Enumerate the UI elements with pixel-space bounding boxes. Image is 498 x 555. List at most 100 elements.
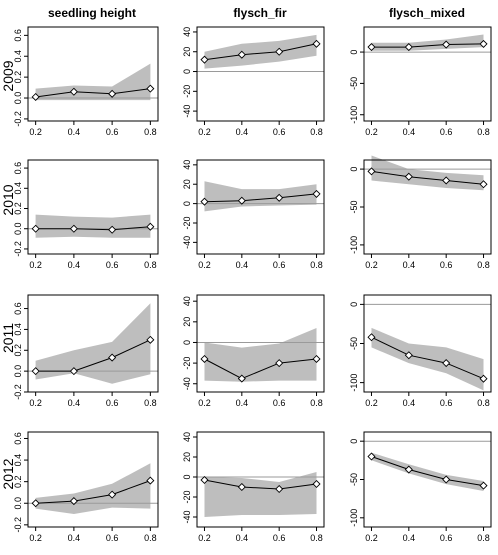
y-tick-label: 0 bbox=[182, 69, 192, 74]
y-tick-label: -100 bbox=[349, 236, 359, 254]
y-tick-label: -50 bbox=[349, 77, 359, 90]
column-title-1: seedling height bbox=[48, 6, 136, 20]
data-point bbox=[312, 39, 321, 48]
y-tick-label: 0.4 bbox=[13, 323, 23, 336]
x-tick-label: 0.2 bbox=[198, 398, 211, 408]
confidence-band bbox=[204, 472, 317, 517]
y-tick-label: 0.6 bbox=[13, 162, 23, 175]
data-point bbox=[275, 47, 284, 56]
panel-2009-flysch-fir: 0.2 0.4 0.6 0.8 -40 -20 0 20 40 bbox=[182, 26, 325, 137]
y-tick-label: 0 bbox=[349, 50, 359, 55]
data-point bbox=[442, 40, 451, 49]
x-tick-label: 0.2 bbox=[29, 533, 42, 543]
data-point bbox=[200, 475, 209, 485]
plot-frame bbox=[27, 431, 159, 528]
y-tick-label: -40 bbox=[182, 510, 192, 523]
plot-frame bbox=[196, 431, 325, 528]
data-point bbox=[146, 335, 155, 344]
x-tick-label: 0.4 bbox=[403, 533, 416, 543]
plot-frame bbox=[196, 159, 325, 255]
y-tick-label: 0 bbox=[349, 302, 359, 307]
data-point bbox=[108, 225, 117, 234]
y-tick-label: 0.2 bbox=[13, 475, 23, 488]
y-tick-label: -40 bbox=[182, 236, 192, 249]
panel-2011-flysch-fir: 0.2 0.4 0.6 0.8 -40 -20 0 20 40 bbox=[182, 294, 325, 408]
data-point bbox=[367, 452, 376, 461]
y-tick-label: -40 bbox=[182, 377, 192, 390]
panel-2012-flysch-fir: 0.2 0.4 0.6 0.8 -40 -20 0 20 40 bbox=[182, 431, 325, 543]
panel-grid: 0.2 0.4 0.6 0.8 -0.2 0.0 0.2 0.4 0.6 0.2 0.4 0.6 0.8… bbox=[13, 26, 492, 543]
data-point bbox=[275, 359, 284, 368]
y-tick-label: 0.6 bbox=[13, 432, 23, 445]
data-point bbox=[237, 374, 246, 383]
y-tick-label: -50 bbox=[349, 337, 359, 350]
y-tick-label: 0 bbox=[182, 340, 192, 345]
x-tick-label: 0.8 bbox=[144, 398, 157, 408]
series-line bbox=[35, 88, 151, 98]
y-tick-label: -100 bbox=[349, 106, 359, 124]
column-title-2: flysch_fir bbox=[233, 6, 287, 20]
x-tick-label: 0.2 bbox=[198, 127, 211, 137]
y-tick-label: -0.2 bbox=[13, 517, 23, 533]
x-tick-label: 0.6 bbox=[106, 260, 119, 270]
series-line bbox=[35, 226, 151, 231]
x-tick-label: 0.2 bbox=[29, 260, 42, 270]
series-line bbox=[204, 479, 317, 490]
data-point bbox=[479, 39, 488, 48]
panel-2009-seedling-height: 0.2 0.4 0.6 0.8 -0.2 0.0 0.2 0.4 0.6 bbox=[13, 26, 159, 137]
data-point bbox=[404, 351, 413, 360]
data-point bbox=[69, 367, 78, 376]
data-point bbox=[31, 367, 40, 376]
x-tick-label: 0.8 bbox=[477, 260, 490, 270]
confidence-band bbox=[371, 452, 484, 491]
data-point bbox=[108, 89, 117, 98]
x-tick-label: 0.6 bbox=[273, 260, 286, 270]
x-tick-label: 0.4 bbox=[68, 533, 81, 543]
x-tick-label: 0.4 bbox=[68, 398, 81, 408]
data-point bbox=[312, 189, 321, 198]
x-tick-label: 0.8 bbox=[310, 533, 323, 543]
x-tick-label: 0.2 bbox=[198, 533, 211, 543]
y-tick-label: -0.2 bbox=[13, 241, 23, 257]
data-point bbox=[404, 43, 413, 52]
y-tick-label: -20 bbox=[182, 85, 192, 98]
x-tick-label: 0.4 bbox=[236, 260, 249, 270]
data-point bbox=[237, 50, 246, 59]
x-tick-label: 0.8 bbox=[477, 398, 490, 408]
x-tick-label: 0.8 bbox=[310, 398, 323, 408]
x-tick-label: 0.6 bbox=[440, 127, 453, 137]
data-point bbox=[200, 55, 209, 64]
confidence-band bbox=[35, 214, 151, 238]
y-tick-label: -50 bbox=[349, 473, 359, 486]
panel-2010-flysch-fir: 0.2 0.4 0.6 0.8 -40 -20 0 20 40 bbox=[182, 159, 325, 270]
x-tick-label: 0.2 bbox=[198, 260, 211, 270]
panel-2012-flysch-mixed: 0.2 0.4 0.6 0.8 -100 -50 0 bbox=[349, 431, 492, 543]
x-tick-label: 0.4 bbox=[403, 127, 416, 137]
data-point bbox=[200, 354, 209, 364]
y-tick-label: 0.2 bbox=[13, 202, 23, 215]
x-tick-label: 0.6 bbox=[440, 398, 453, 408]
data-point bbox=[312, 354, 321, 364]
y-tick-label: -100 bbox=[349, 374, 359, 392]
x-tick-label: 0.6 bbox=[440, 533, 453, 543]
data-point bbox=[108, 490, 117, 499]
y-tick-label: -0.2 bbox=[13, 111, 23, 127]
x-tick-label: 0.8 bbox=[310, 260, 323, 270]
confidence-band bbox=[204, 181, 317, 212]
series-line bbox=[371, 170, 484, 185]
y-tick-label: -40 bbox=[182, 105, 192, 118]
y-tick-label: 0.0 bbox=[13, 92, 23, 105]
data-point bbox=[146, 222, 155, 231]
y-tick-label: 0.0 bbox=[13, 365, 23, 378]
data-point bbox=[442, 359, 451, 368]
x-tick-label: 0.4 bbox=[68, 260, 81, 270]
data-point bbox=[442, 475, 451, 484]
confidence-band bbox=[371, 155, 484, 191]
row-label-2: 2010 bbox=[0, 184, 16, 215]
x-tick-label: 0.2 bbox=[29, 398, 42, 408]
series-line bbox=[204, 43, 317, 61]
data-point bbox=[479, 180, 488, 189]
series-line bbox=[371, 336, 484, 380]
series-line bbox=[371, 456, 484, 487]
